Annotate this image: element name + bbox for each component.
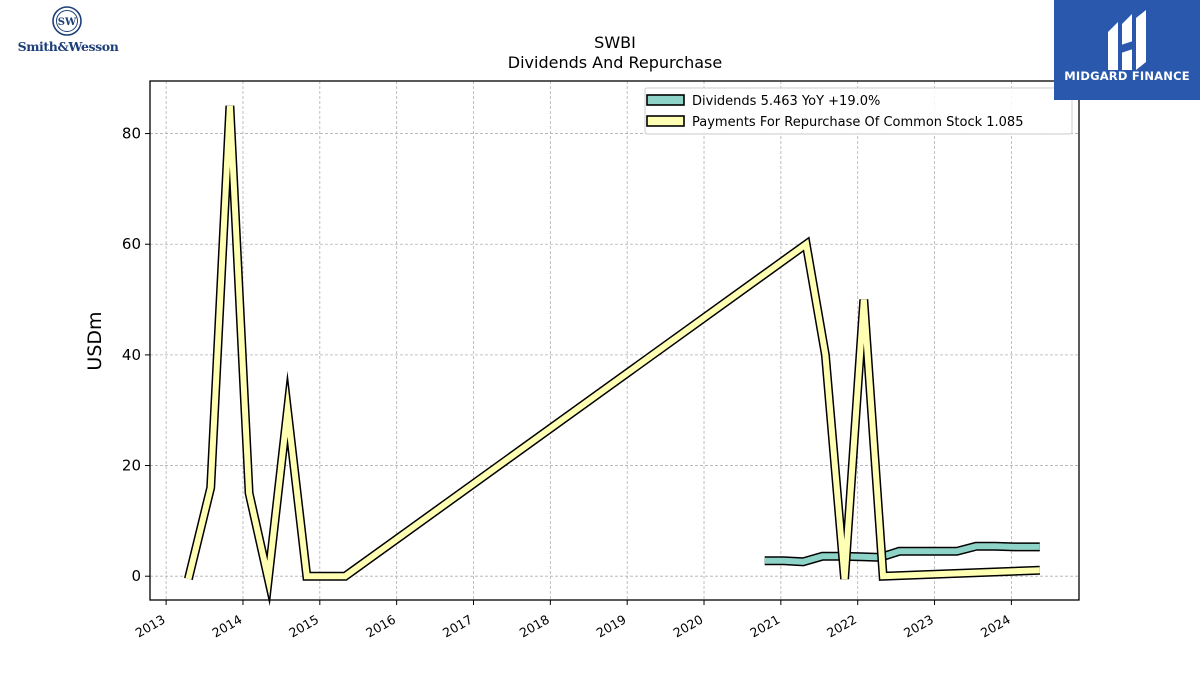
y-tick-label: 80 (122, 125, 141, 143)
data-point (1012, 544, 1017, 549)
data-point (823, 352, 828, 357)
y-tick-label: 60 (122, 235, 141, 253)
data-point (323, 574, 328, 579)
data-point (343, 574, 348, 579)
series-outline-2 (184, 105, 1040, 607)
data-point (858, 554, 863, 559)
sw-emblem-icon: SW (52, 6, 82, 36)
legend-swatch (646, 115, 685, 127)
x-tick-label: 2017 (440, 612, 475, 641)
data-point (820, 554, 825, 559)
grid-lines (150, 81, 1079, 600)
smith-wesson-logo: SW Smith&Wesson (6, 6, 128, 58)
midgard-wordmark: MIDGARD FINANCE (1064, 69, 1190, 83)
x-tick-label: 2018 (517, 612, 552, 641)
legend-entry: Dividends 5.463 YoY +19.0% (692, 94, 880, 109)
x-tick-label: 2023 (901, 612, 936, 641)
sw-emblem-text: SW (58, 17, 77, 28)
data-point (897, 549, 902, 554)
x-tick-label: 2021 (747, 612, 782, 641)
y-tick-label: 0 (131, 567, 141, 585)
data-point (186, 576, 191, 581)
data-point (247, 491, 252, 496)
data-point (861, 297, 866, 302)
data-point (954, 549, 959, 554)
plot-frame (149, 80, 1080, 601)
data-point (801, 559, 806, 564)
x-tick-label: 2024 (978, 612, 1013, 641)
data-point (285, 408, 290, 413)
legend: Dividends 5.463 YoY +19.0% Payments For R… (644, 87, 1073, 135)
data-point (842, 576, 847, 581)
x-tick-label: 2022 (824, 612, 859, 641)
x-tick-label: 2014 (209, 612, 244, 641)
x-tick-label: 2015 (286, 612, 321, 641)
smith-wesson-wordmark: Smith&Wesson (17, 39, 119, 54)
y-tick-label: 40 (122, 346, 141, 364)
legend-swatch (646, 94, 685, 106)
data-point (935, 549, 940, 554)
y-tick-label: 20 (122, 457, 141, 475)
data-point (781, 558, 786, 563)
data-point (881, 574, 886, 579)
series-line-1 (764, 543, 1040, 565)
data-point (993, 544, 998, 549)
chart-title: SWBI (594, 33, 636, 52)
data-point (916, 549, 921, 554)
legend-entry: Payments For Repurchase Of Common Stock … (692, 115, 1023, 130)
midgard-finance-logo: MIDGARD FINANCE (1054, 0, 1200, 100)
x-tick-label: 2020 (670, 612, 705, 641)
series-line-2 (185, 105, 1040, 598)
legend-box (644, 87, 1073, 135)
data-point (1037, 544, 1042, 549)
series-layer (184, 103, 1042, 607)
data-point (762, 558, 767, 563)
midgard-mark-icon (1108, 10, 1146, 70)
data-point (304, 574, 309, 579)
data-point (208, 485, 213, 490)
y-axis-label: USDm (84, 311, 106, 370)
x-tick-label: 2019 (594, 612, 629, 641)
data-point (804, 242, 809, 247)
x-tick-label: 2013 (133, 612, 168, 641)
data-point (227, 103, 232, 108)
x-tick-label: 2016 (363, 612, 398, 641)
data-point (974, 544, 979, 549)
data-point (266, 576, 271, 581)
data-point (1037, 568, 1042, 573)
chart-subtitle: Dividends And Repurchase (508, 53, 722, 72)
